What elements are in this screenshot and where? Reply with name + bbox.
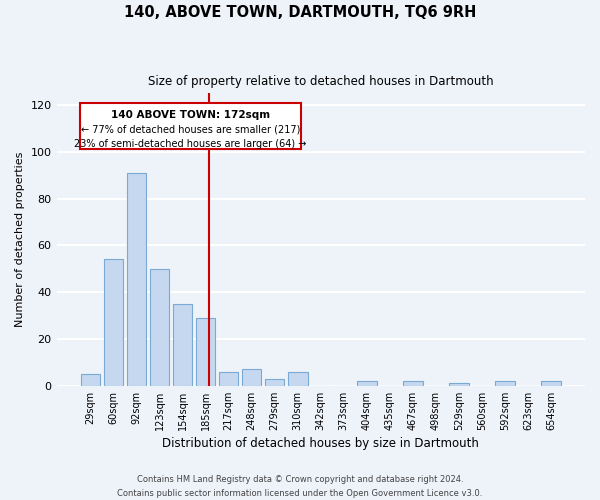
Bar	[104, 260, 123, 386]
Bar	[196, 318, 215, 386]
X-axis label: Distribution of detached houses by size in Dartmouth: Distribution of detached houses by size …	[163, 437, 479, 450]
Bar	[242, 370, 262, 386]
Text: 140, ABOVE TOWN, DARTMOUTH, TQ6 9RH: 140, ABOVE TOWN, DARTMOUTH, TQ6 9RH	[124, 5, 476, 20]
Y-axis label: Number of detached properties: Number of detached properties	[15, 152, 25, 328]
Bar	[127, 173, 146, 386]
Bar	[357, 381, 377, 386]
Bar	[403, 381, 423, 386]
Bar	[149, 269, 169, 386]
Text: ← 77% of detached houses are smaller (217): ← 77% of detached houses are smaller (21…	[81, 125, 300, 135]
Bar	[541, 381, 561, 386]
Bar	[219, 372, 238, 386]
Title: Size of property relative to detached houses in Dartmouth: Size of property relative to detached ho…	[148, 75, 494, 88]
FancyBboxPatch shape	[80, 102, 301, 150]
Text: 140 ABOVE TOWN: 172sqm: 140 ABOVE TOWN: 172sqm	[111, 110, 270, 120]
Bar	[449, 384, 469, 386]
Bar	[496, 381, 515, 386]
Bar	[288, 372, 308, 386]
Bar	[80, 374, 100, 386]
Bar	[265, 379, 284, 386]
Bar	[173, 304, 193, 386]
Text: Contains HM Land Registry data © Crown copyright and database right 2024.
Contai: Contains HM Land Registry data © Crown c…	[118, 476, 482, 498]
Text: 23% of semi-detached houses are larger (64) →: 23% of semi-detached houses are larger (…	[74, 139, 307, 149]
